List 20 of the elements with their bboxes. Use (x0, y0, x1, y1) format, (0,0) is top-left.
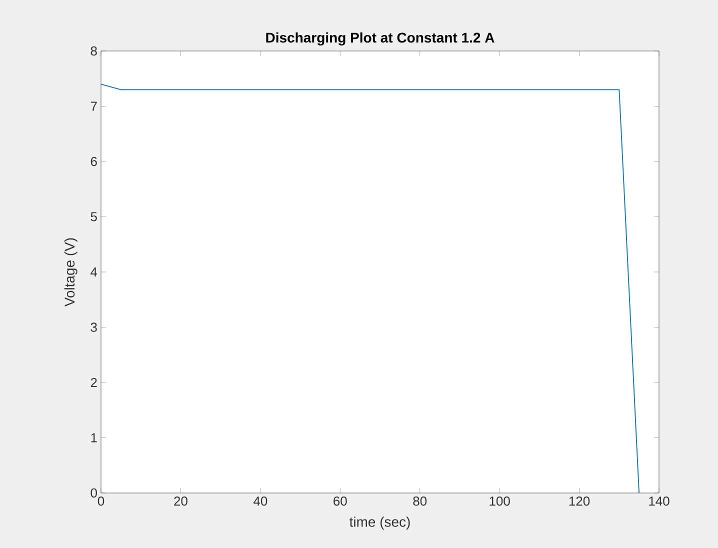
y-tick-label: 4 (90, 268, 98, 276)
x-tick-label: 100 (490, 496, 510, 506)
x-tick-label: 40 (254, 496, 268, 506)
chart-title: Discharging Plot at Constant 1.2 A (266, 32, 494, 46)
y-tick-label: 6 (90, 156, 97, 166)
x-tick-label: 140 (649, 496, 670, 506)
y-tick-label: 2 (90, 378, 97, 388)
y-tick-label: 5 (90, 212, 97, 222)
y-axis-title: Voltage (V) (64, 238, 78, 307)
y-tick-label: 3 (90, 322, 97, 332)
y-tick-label: 0 (90, 488, 97, 498)
x-tick-label: 20 (174, 496, 188, 506)
y-tick-label: 1 (91, 433, 97, 442)
x-tick-label: 0 (98, 496, 104, 506)
x-tick-label: 120 (569, 496, 590, 506)
x-tick-label: 80 (413, 496, 427, 506)
x-tick-label: 60 (334, 496, 347, 506)
y-tick-label: 8 (90, 46, 97, 56)
y-tick-label: 7 (90, 102, 97, 111)
x-axis-title: time (sec) (349, 516, 410, 530)
